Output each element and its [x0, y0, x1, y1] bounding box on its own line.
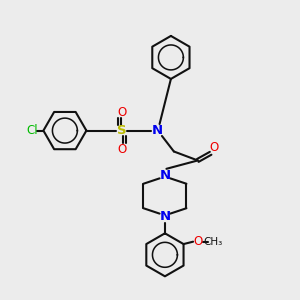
- Text: O: O: [210, 141, 219, 154]
- Text: Cl: Cl: [26, 124, 38, 137]
- Text: O: O: [117, 106, 126, 118]
- Text: O: O: [193, 235, 203, 248]
- Text: N: N: [152, 124, 163, 137]
- Text: N: N: [159, 169, 170, 182]
- Text: CH₃: CH₃: [204, 237, 223, 247]
- Text: N: N: [159, 210, 170, 223]
- Text: O: O: [117, 142, 126, 156]
- Text: S: S: [117, 124, 126, 137]
